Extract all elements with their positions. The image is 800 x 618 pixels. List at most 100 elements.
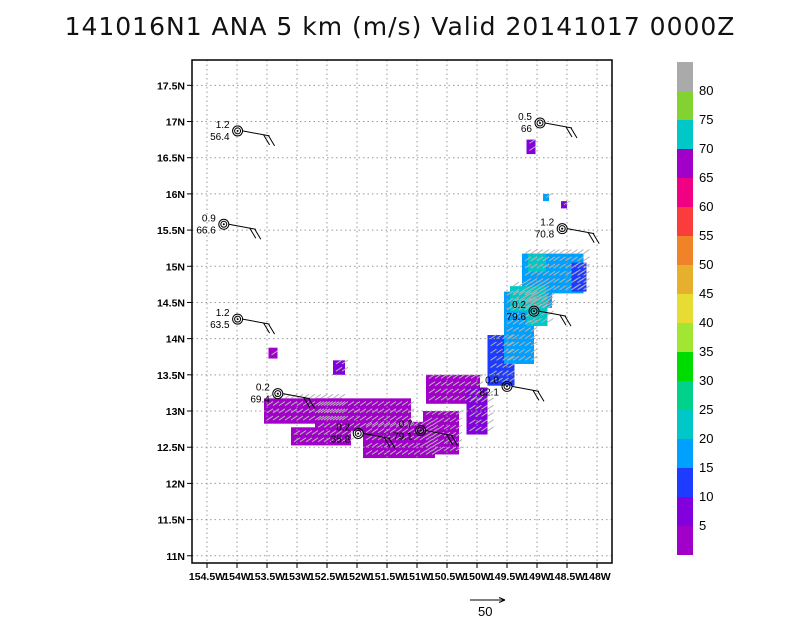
wind-vector-264 — [464, 374, 472, 379]
station-marker-mid — [274, 390, 282, 398]
wind-vector-352 — [518, 305, 526, 311]
wind-vector-387 — [530, 270, 538, 276]
wind-vector-358 — [524, 334, 532, 340]
station-marker-dot — [506, 385, 508, 388]
station-barb-staff — [242, 318, 270, 325]
wind-vector-337 — [512, 341, 520, 347]
station-value-top: 1.2 — [540, 218, 554, 229]
y-tick-label-3: 12.5N — [157, 442, 185, 454]
station-value-top: 0.2 — [336, 422, 350, 433]
wind-vector-271 — [476, 381, 484, 387]
wind-vector-257 — [458, 395, 466, 401]
wind-vector-278 — [469, 390, 476, 396]
wind-vector-30 — [308, 408, 316, 414]
wind-vector-395 — [536, 270, 544, 276]
station-9: 0.566 — [518, 112, 578, 139]
wind-vector-359 — [524, 326, 532, 332]
wind-vector-184 — [413, 428, 421, 434]
wind-vector-499 — [542, 303, 550, 309]
station-barb-feathers — [565, 126, 578, 139]
speed-cell-14 — [571, 262, 587, 292]
wind-vector-212 — [431, 410, 439, 416]
wind-vector-461 — [583, 285, 590, 291]
wind-vector-479 — [512, 303, 520, 309]
chart-title: 141016N1 ANA 5 km (m/s) Valid 20141017 0… — [64, 12, 736, 41]
x-tick-label-7: 151W — [403, 571, 431, 583]
wind-vector-25 — [302, 415, 310, 421]
wind-vector-370 — [530, 319, 538, 325]
wind-vector-465 — [583, 256, 590, 262]
colorbar-segment-1 — [677, 497, 693, 526]
wind-vector-498 — [536, 281, 544, 287]
wind-vector-394 — [536, 278, 544, 283]
wind-vector-347 — [518, 341, 526, 347]
wind-vector-272 — [476, 374, 484, 379]
station-barb-feathers — [303, 397, 316, 409]
wind-vector-306 — [496, 363, 503, 369]
wind-vector-200 — [431, 421, 439, 426]
wind-vector-6 — [272, 408, 280, 414]
station-marker-dot — [561, 227, 564, 230]
station-marker-dot — [419, 429, 422, 432]
wind-vector-15 — [284, 401, 292, 407]
wind-vector-500 — [542, 296, 550, 302]
wind-vector-42 — [326, 408, 334, 414]
wind-vector-47 — [332, 401, 340, 407]
wind-vector-54 — [293, 430, 301, 435]
wind-vector-72 — [347, 430, 355, 435]
station-marker-outer — [501, 380, 513, 392]
wind-vector-346 — [518, 348, 526, 354]
wind-vector-508 — [542, 256, 550, 262]
colorbar-label-9: 50 — [699, 257, 713, 272]
wind-vector-295 — [487, 397, 494, 403]
wind-vector-483 — [518, 303, 526, 309]
wind-vector-447 — [565, 256, 572, 262]
wind-vector-308 — [496, 348, 503, 354]
wind-vector-303 — [490, 334, 497, 340]
wind-vector-362 — [524, 305, 532, 311]
wind-vector-462 — [583, 278, 590, 283]
wind-vector-448 — [565, 249, 572, 255]
wind-vector-467 — [574, 283, 581, 289]
wind-vector-180 — [407, 421, 415, 426]
wind-vector-294 — [487, 404, 494, 410]
wind-vector-120 — [377, 401, 385, 407]
wind-vector-332 — [506, 305, 514, 311]
wind-vector-427 — [547, 317, 554, 323]
wind-vector-32 — [308, 393, 316, 399]
x-tick-label-3: 153W — [283, 571, 311, 583]
wind-vector-151 — [377, 450, 385, 455]
station-marker-mid — [417, 427, 425, 435]
wind-vector-165 — [389, 421, 397, 426]
wind-vector-152 — [377, 442, 385, 448]
wind-vector-19 — [290, 401, 298, 407]
wind-vector-235 — [455, 417, 463, 423]
y-tick-label-6: 14N — [166, 334, 185, 346]
wind-vector-138 — [407, 415, 415, 421]
wind-vector-384 — [530, 292, 538, 298]
wind-vector-94 — [341, 415, 349, 421]
wind-vector-172 — [401, 442, 409, 448]
wind-vector-504 — [530, 256, 538, 262]
wind-vector-213 — [437, 446, 445, 452]
wind-vector-77 — [317, 422, 325, 428]
wind-vector-296 — [487, 390, 494, 396]
wind-vector-344 — [512, 290, 520, 296]
wind-vector-477 — [545, 193, 553, 198]
wind-vector-496 — [536, 296, 544, 302]
wind-vector-253 — [452, 395, 460, 401]
wind-vector-0 — [271, 350, 278, 356]
wind-vector-53 — [293, 437, 301, 443]
wind-vector-255 — [452, 381, 460, 387]
wind-vector-385 — [530, 285, 538, 291]
axis-ticks: 154.5W154W153.5W153W152.5W152W151.5W151W… — [157, 80, 611, 583]
wind-vector-357 — [524, 341, 532, 347]
wind-vector-298 — [490, 370, 497, 376]
wind-vector-495 — [536, 303, 544, 309]
wind-vector-342 — [512, 305, 520, 311]
wind-vector-254 — [452, 388, 460, 394]
wind-vector-218 — [437, 410, 445, 416]
wind-vector-259 — [458, 381, 466, 387]
station-4: 0.235.8 — [331, 422, 396, 449]
stations: 1.256.40.966.61.263.50.269.40.235.80.779… — [196, 112, 600, 449]
